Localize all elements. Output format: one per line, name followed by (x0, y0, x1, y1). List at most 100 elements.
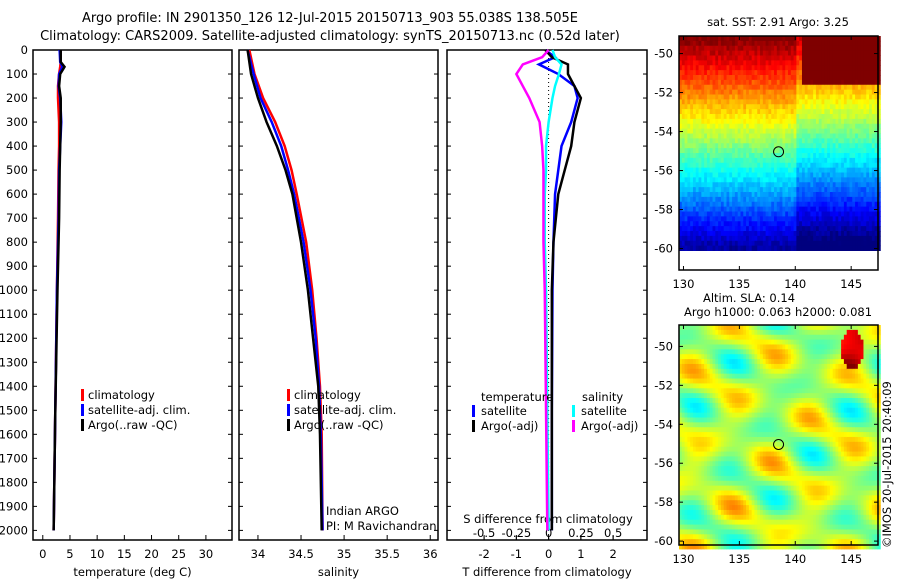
heatmap-cell (732, 466, 736, 472)
heatmap-cell (687, 94, 691, 100)
heatmap-cell (771, 84, 775, 91)
heatmap-cell (748, 36, 753, 42)
heatmap-cell (774, 45, 778, 52)
heatmap-cell (712, 475, 716, 482)
heatmap-cell (815, 187, 820, 193)
heatmap-cell (846, 240, 850, 247)
heatmap-cell (743, 363, 747, 370)
heatmap-cell (706, 109, 711, 115)
heatmap-cell (732, 40, 736, 47)
heatmap-cell (776, 240, 781, 247)
heatmap-cell (815, 182, 820, 188)
heatmap-cell (715, 441, 719, 448)
heatmap-cell (801, 172, 806, 178)
heatmap-cell (765, 79, 769, 86)
heatmap-cell (824, 192, 828, 198)
heatmap-cell (760, 495, 764, 501)
heatmap-cell (712, 89, 716, 95)
y-tick-label: 1100 (0, 307, 28, 321)
heatmap-cell (807, 60, 811, 66)
heatmap-cell (804, 240, 809, 247)
heatmap-cell (732, 89, 736, 95)
heatmap-cell (740, 490, 744, 496)
heatmap-cell (746, 495, 750, 501)
heatmap-cell (774, 235, 778, 242)
heatmap-cell (698, 456, 702, 462)
heatmap-cell (715, 485, 719, 491)
heatmap-cell (768, 162, 772, 169)
heatmap-cell (734, 40, 739, 47)
heatmap-cell (687, 153, 691, 159)
heatmap-cell (832, 187, 837, 193)
heatmap-cell (768, 329, 772, 336)
x-tick-label: 1 (577, 547, 584, 561)
heatmap-cell (768, 422, 772, 428)
heatmap-cell (843, 84, 848, 91)
heatmap-cell (715, 514, 719, 521)
heatmap-cell (765, 123, 769, 130)
heatmap-cell (701, 446, 705, 453)
heatmap-cell (824, 226, 828, 232)
heatmap-cell (748, 162, 753, 169)
heatmap-cell (829, 84, 834, 91)
heatmap-cell (866, 79, 870, 86)
heatmap-cell (754, 133, 758, 139)
heatmap-cell (718, 495, 722, 501)
heatmap-cell (687, 349, 691, 355)
heatmap-cell (729, 153, 733, 159)
heatmap-cell (729, 167, 733, 173)
heatmap-cell (768, 40, 772, 47)
heatmap-cell (701, 344, 705, 350)
heatmap-cell (737, 65, 741, 71)
heatmap-cell (734, 378, 739, 384)
heatmap-cell (690, 412, 694, 418)
heatmap-cell (706, 79, 711, 86)
heatmap-cell (729, 201, 733, 208)
heatmap-cell (810, 235, 814, 242)
heatmap-cell (681, 480, 686, 487)
heatmap-cell (684, 325, 688, 331)
heatmap-cell (734, 206, 739, 212)
heatmap-cell (695, 70, 700, 76)
heatmap-cell (726, 196, 730, 203)
heatmap-cell (681, 157, 686, 164)
heatmap-cell (748, 70, 753, 76)
heatmap-cell (737, 89, 741, 95)
heatmap-cell (768, 84, 772, 91)
heatmap-cell (692, 192, 697, 198)
heatmap-cell (720, 359, 725, 365)
heatmap-cell (765, 211, 769, 217)
heatmap-cell (690, 393, 694, 399)
heatmap-cell (748, 524, 753, 530)
heatmap-cell (765, 388, 769, 394)
heatmap-cell (687, 187, 691, 193)
heatmap-cell (698, 143, 702, 149)
heatmap-cell (718, 480, 722, 487)
heatmap-cell (746, 534, 750, 540)
heatmap-cell (709, 245, 714, 251)
heatmap-cell (751, 422, 755, 428)
heatmap-cell (768, 133, 772, 139)
heatmap-cell (734, 240, 739, 247)
heatmap-cell (788, 235, 792, 242)
heatmap-cell (762, 398, 767, 404)
heatmap-cell (807, 79, 811, 86)
heatmap-cell (762, 505, 767, 511)
heatmap-cell (712, 206, 716, 212)
heatmap-cell (684, 123, 688, 130)
heatmap-cell (729, 475, 733, 482)
heatmap-cell (857, 148, 862, 154)
heatmap-cell (734, 148, 739, 154)
heatmap-cell (679, 65, 683, 71)
heatmap-cell (684, 231, 688, 237)
heatmap-cell (782, 45, 786, 52)
heatmap-cell (695, 99, 700, 105)
heatmap-cell (768, 60, 772, 66)
heatmap-cell (698, 325, 702, 331)
heatmap-cell (796, 231, 800, 237)
heatmap-cell (723, 495, 728, 501)
heatmap-cell (737, 231, 741, 237)
heatmap-cell (748, 211, 753, 217)
y-tick-label: -54 (654, 125, 673, 139)
heatmap-cell (709, 192, 714, 198)
